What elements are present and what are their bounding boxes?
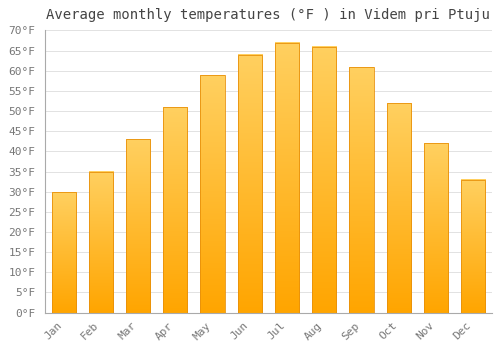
Bar — [461, 180, 485, 313]
Bar — [52, 192, 76, 313]
Bar — [275, 43, 299, 313]
Bar — [312, 47, 336, 313]
Bar — [126, 139, 150, 313]
Bar — [350, 67, 374, 313]
Bar — [424, 143, 448, 313]
Bar — [163, 107, 188, 313]
Bar — [386, 103, 410, 313]
Title: Average monthly temperatures (°F ) in Videm pri Ptuju: Average monthly temperatures (°F ) in Vi… — [46, 8, 490, 22]
Bar — [238, 55, 262, 313]
Bar — [200, 75, 224, 313]
Bar — [89, 172, 113, 313]
